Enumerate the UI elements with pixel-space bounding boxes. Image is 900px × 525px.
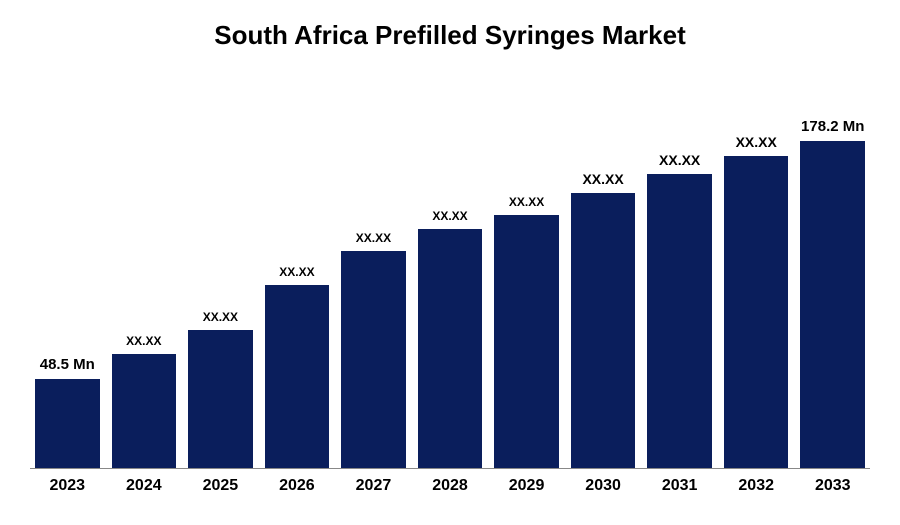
x-axis-label: 2023 <box>35 477 100 495</box>
x-axis-label: 2028 <box>418 477 483 495</box>
bar-value-label: XX.XX <box>279 265 314 279</box>
x-axis-label: 2032 <box>724 477 789 495</box>
bar <box>418 229 483 468</box>
bar-group: XX.XX <box>188 101 253 468</box>
bar <box>571 193 636 468</box>
bar-value-label: XX.XX <box>126 334 161 348</box>
chart-area: 48.5 Mn XX.XX XX.XX XX.XX XX.XX XX.XX XX.XX XX.… <box>30 101 870 495</box>
x-axis-label: 2029 <box>494 477 559 495</box>
bar <box>647 174 712 468</box>
bar <box>341 251 406 468</box>
bar <box>724 156 789 468</box>
bar <box>265 285 330 469</box>
chart-title: South Africa Prefilled Syringes Market <box>30 20 870 51</box>
bar-value-label: 178.2 Mn <box>801 118 864 135</box>
bar-value-label: XX.XX <box>356 231 391 245</box>
x-axis: 2023 2024 2025 2026 2027 2028 2029 2030 2031 2032… <box>30 469 870 495</box>
bar-group: XX.XX <box>647 101 712 468</box>
bar-value-label: XX.XX <box>736 134 777 150</box>
bar-group: 48.5 Mn <box>35 101 100 468</box>
x-axis-label: 2031 <box>647 477 712 495</box>
bar <box>112 354 177 468</box>
x-axis-label: 2025 <box>188 477 253 495</box>
bar-value-label: XX.XX <box>659 152 700 168</box>
bars-container: 48.5 Mn XX.XX XX.XX XX.XX XX.XX XX.XX XX.XX XX.… <box>30 101 870 469</box>
bar <box>188 330 253 468</box>
bar-group: XX.XX <box>724 101 789 468</box>
bar-value-label: XX.XX <box>203 310 238 324</box>
bar-value-label: XX.XX <box>432 209 467 223</box>
bar-group: XX.XX <box>494 101 559 468</box>
bar-group: XX.XX <box>112 101 177 468</box>
bar <box>494 215 559 468</box>
x-axis-label: 2033 <box>800 477 865 495</box>
bar-value-label: 48.5 Mn <box>40 356 95 373</box>
bar <box>800 141 865 468</box>
bar <box>35 379 100 468</box>
x-axis-label: 2027 <box>341 477 406 495</box>
bar-group: XX.XX <box>265 101 330 468</box>
bar-value-label: XX.XX <box>582 171 623 187</box>
bar-group: XX.XX <box>341 101 406 468</box>
bar-value-label: XX.XX <box>509 195 544 209</box>
x-axis-label: 2030 <box>571 477 636 495</box>
bar-group: 178.2 Mn <box>800 101 865 468</box>
x-axis-label: 2024 <box>112 477 177 495</box>
bar-group: XX.XX <box>571 101 636 468</box>
x-axis-label: 2026 <box>265 477 330 495</box>
bar-group: XX.XX <box>418 101 483 468</box>
